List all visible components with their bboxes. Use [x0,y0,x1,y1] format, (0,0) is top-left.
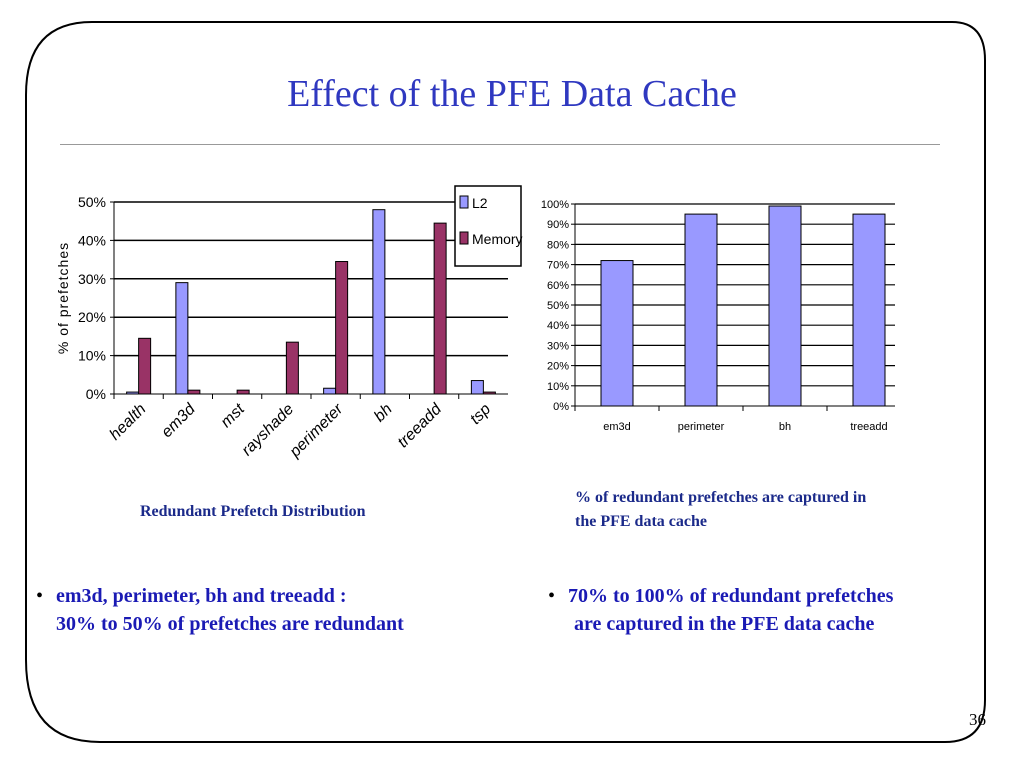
y-axis-label: % of prefetches [55,242,71,354]
title-divider [60,144,940,145]
y-tick-label: 90% [547,219,569,231]
y-tick-label: 30% [547,340,569,352]
bar-bh [768,205,802,407]
bar-l2-perimeter [323,387,337,395]
bar-l2-health [126,391,140,395]
y-tick-label: 50% [547,300,569,312]
left-bullet-line2: 30% to 50% of prefetches are redundant [56,613,404,635]
legend-label-memory: Memory [472,231,523,247]
x-tick-label-treeadd: treeadd [850,421,887,433]
bullet-glyph: • [36,585,44,607]
left-bullet-line1: • em3d, perimeter, bh and treeadd : [36,582,404,610]
y-tick-label: 10% [547,381,569,393]
right-bullet: • 70% to 100% of redundant prefetches are… [548,582,893,638]
bullet-glyph: • [548,585,556,607]
bar-perimeter [684,213,718,407]
bar-l2-em3d [175,282,189,395]
y-tick-label: 20% [78,309,106,325]
x-tick-label-mst: mst [218,400,249,431]
y-tick-label: 0% [86,386,106,402]
x-tick-label-em3d: em3d [603,421,631,433]
slide-title: Effect of the PFE Data Cache [287,73,737,115]
left-chart-caption: Redundant Prefetch Distribution [140,503,366,520]
x-tick-label-bh: bh [371,401,396,426]
legend-swatch-memory [459,231,469,245]
redundant-prefetch-chart: 0%10%20%30%40%50%health em3d mstrayshadepe… [55,185,523,461]
right-caption-line2: the PFE data cache [575,513,707,530]
x-tick-label-health: health [107,401,150,444]
right-chart-caption: % of redundant prefetches are captured i… [575,486,866,534]
page-number: 36 [969,710,986,729]
y-tick-label: 60% [547,280,569,292]
y-tick-label: 50% [78,194,106,210]
bar-memory-health [138,337,152,395]
right-bullet-line1: • 70% to 100% of redundant prefetches [548,582,893,610]
y-tick-label: 40% [78,232,106,248]
y-tick-label: 70% [547,260,569,272]
legend-label-l2: L2 [472,195,488,211]
y-tick-label: 30% [78,271,106,287]
left-bullet: • em3d, perimeter, bh and treeadd : 30% t… [36,582,404,638]
bar-em3d [600,260,634,407]
bar-memory-em3d [187,389,201,395]
x-tick-label-perimeter: perimeter [678,421,725,433]
bar-l2-bh [372,209,386,395]
x-tick-label-perimeter: perimeter [286,400,347,461]
bar-memory-rayshade [285,341,299,395]
x-tick-label-em3d: em3d [158,400,199,441]
y-tick-label: 80% [547,239,569,251]
y-tick-label: 100% [541,199,569,211]
legend-swatch-l2 [459,195,469,209]
y-tick-label: 40% [547,320,569,332]
bar-memory-treeadd [433,222,447,395]
bar-memory-mst [236,389,250,395]
x-tick-label-tsp: tsp [467,401,494,428]
x-tick-label-treeadd: treeadd [395,400,446,451]
right-bullet-line2: are captured in the PFE data cache [574,613,875,635]
bar-l2-tsp [470,380,484,395]
bar-treeadd [852,213,886,407]
bar-memory-perimeter [335,261,349,395]
bar-memory-tsp [482,391,496,395]
right-caption-line1: % of redundant prefetches are captured i… [575,489,867,506]
x-tick-label-bh: bh [779,421,791,433]
pfe-capture-chart: 0% 10% 20% 30% 40% 50% 60% 70% 80% 90% 100% em3d per… [541,199,895,433]
y-tick-label: 0% [553,401,569,413]
y-tick-label: 20% [547,361,569,373]
y-tick-label: 10% [78,348,106,364]
